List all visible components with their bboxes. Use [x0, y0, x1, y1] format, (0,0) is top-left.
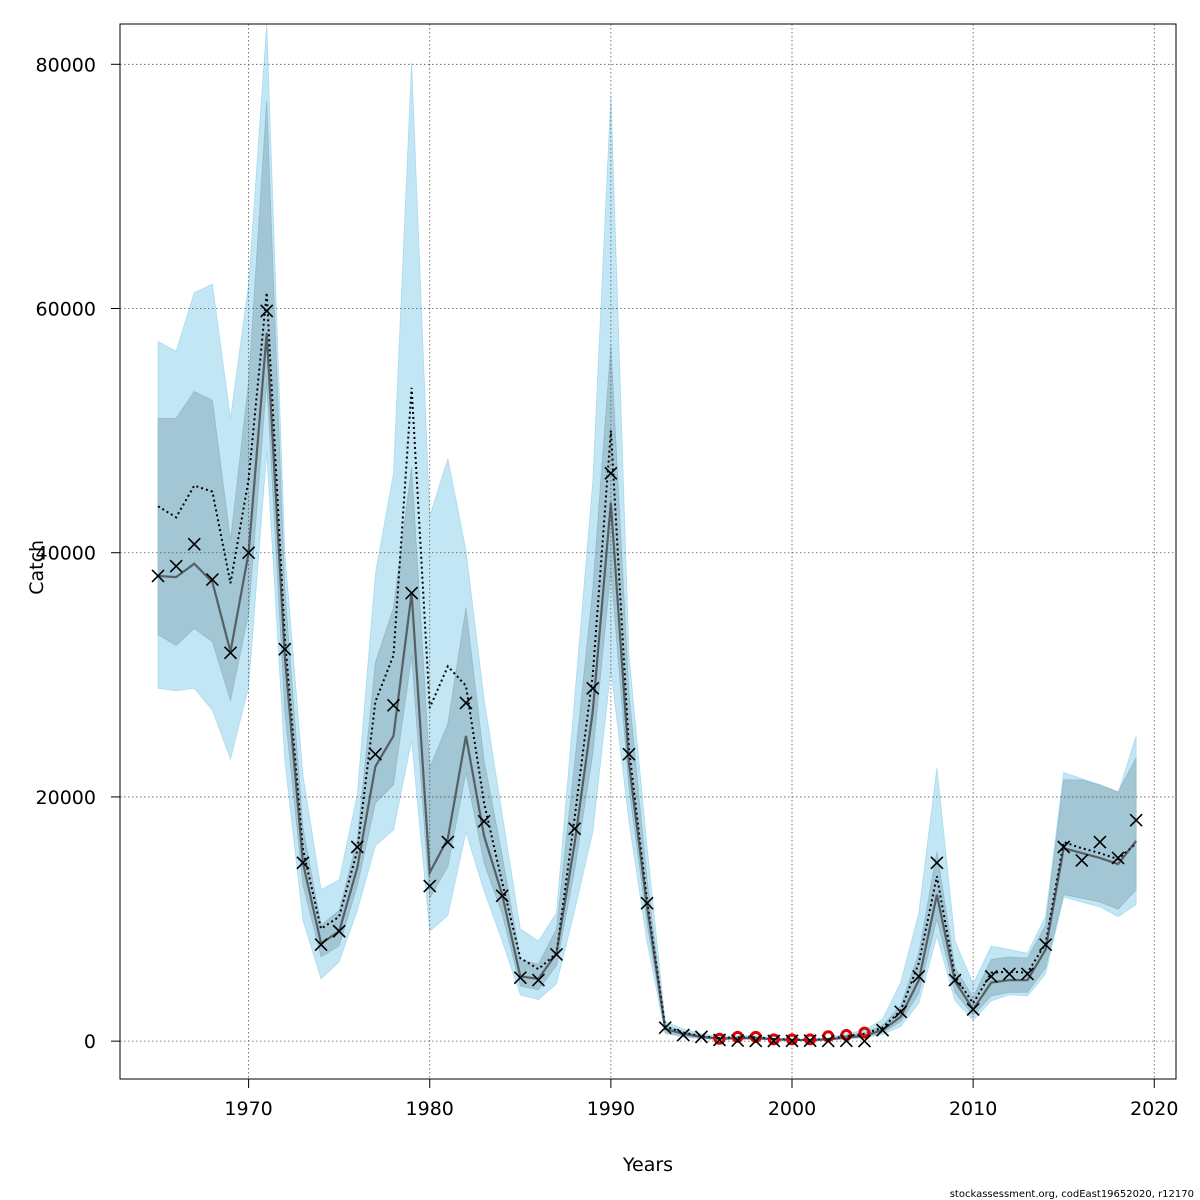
observed-point — [386, 698, 401, 712]
observed-point — [1093, 835, 1107, 849]
observed-point — [857, 1034, 872, 1048]
observed-point — [568, 822, 582, 836]
observed-point — [332, 924, 346, 938]
observed-point — [513, 971, 527, 985]
observed-point — [803, 1034, 817, 1048]
observed-point — [205, 573, 219, 587]
observed-point — [894, 1005, 908, 1019]
observed-point — [604, 466, 618, 480]
observed-point — [749, 1034, 763, 1048]
flagged-point — [822, 1030, 835, 1043]
flagged-point — [713, 1032, 726, 1045]
observed-point — [966, 1002, 980, 1016]
flagged-point — [858, 1026, 871, 1039]
x-tick-label: 1990 — [587, 1098, 635, 1120]
observed-point — [477, 814, 491, 828]
observed-point — [278, 642, 292, 656]
observed-point — [531, 973, 545, 987]
observed-point — [423, 879, 437, 893]
observed-point — [296, 856, 310, 870]
flagged-point — [840, 1029, 853, 1042]
observed-point — [839, 1034, 853, 1048]
y-tick-label: 60000 — [36, 299, 96, 321]
y-tick-label: 40000 — [36, 543, 96, 565]
observed-point — [785, 1034, 799, 1048]
flagged-point — [767, 1033, 780, 1046]
observed-point — [876, 1023, 890, 1037]
x-tick-label: 2000 — [768, 1098, 816, 1120]
observed-point — [658, 1021, 672, 1035]
observed-point — [151, 569, 165, 583]
observed-point — [314, 938, 328, 952]
observed-point — [622, 747, 636, 761]
confidence-band-2 — [157, 23, 1137, 1042]
grid-lines — [120, 24, 1176, 1079]
data-markers — [151, 304, 1143, 1048]
observed-point — [223, 646, 238, 660]
observed-point — [948, 973, 962, 987]
observed-point — [1129, 813, 1143, 827]
observed-point — [441, 835, 455, 849]
x-tick-label: 2010 — [949, 1098, 997, 1120]
observed-point — [1111, 851, 1125, 865]
y-axis-label: Catch — [26, 540, 48, 595]
observed-point — [1039, 938, 1053, 952]
observed-point — [549, 947, 564, 962]
observed-point — [495, 889, 509, 903]
confidence-bands — [157, 23, 1137, 1042]
x-tick-label: 1980 — [406, 1098, 454, 1120]
x-tick-label: 1970 — [224, 1098, 272, 1120]
flagged-point — [786, 1033, 798, 1046]
observed-point — [1057, 840, 1071, 854]
observed-point — [1002, 967, 1016, 981]
observed-point — [169, 559, 183, 573]
y-tick-label: 0 — [84, 1031, 96, 1053]
flagged-point — [804, 1033, 817, 1046]
axes: 1970 1980 1990 2000 2010 2020 0 20000 40000 60000… — [36, 54, 1179, 1120]
observed-point — [350, 840, 364, 854]
observed-point — [586, 681, 600, 695]
plot-frame — [119, 23, 1177, 1080]
observed-point — [676, 1028, 690, 1042]
observed-point — [459, 696, 473, 710]
credit-text: stockassessment.org, codEast19652020, r1… — [950, 1189, 1194, 1200]
observed-point — [187, 537, 201, 551]
observed-point — [930, 856, 944, 870]
observed-point — [694, 1030, 708, 1044]
observed-point — [368, 747, 382, 761]
observed-point — [405, 586, 419, 600]
observed-point — [260, 304, 274, 318]
y-tick-label: 20000 — [36, 787, 96, 809]
observed-point — [984, 969, 998, 983]
observed-point — [242, 546, 256, 560]
observed-point — [640, 896, 654, 910]
observed-point — [821, 1034, 835, 1048]
observed-point — [767, 1034, 781, 1048]
x-axis-label: Years — [622, 1154, 673, 1176]
observed-point — [912, 969, 926, 983]
observed-point — [1020, 967, 1035, 981]
x-tick-label: 2020 — [1130, 1098, 1178, 1120]
observed-point — [1075, 853, 1089, 867]
y-tick-label: 80000 — [36, 54, 96, 76]
observed-point — [731, 1033, 745, 1048]
observed-point — [712, 1033, 727, 1047]
